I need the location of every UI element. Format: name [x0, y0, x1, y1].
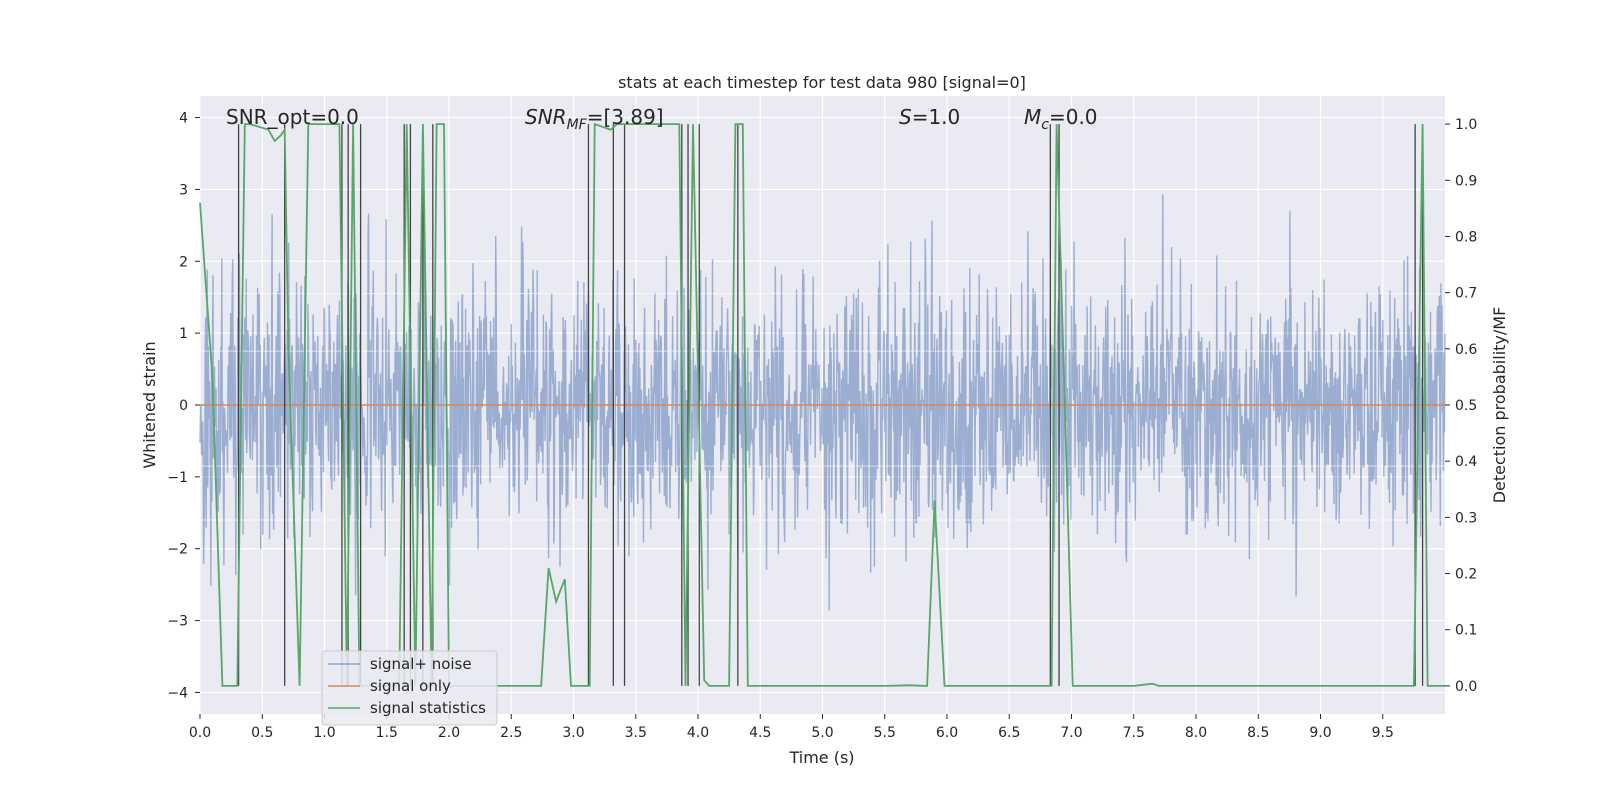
y2-tick-label: 0.9	[1455, 173, 1477, 189]
y2-tick-label: 0.3	[1455, 510, 1477, 526]
y-axis-ticks: 4 3 2 1 0 −1 −2 −3 −4	[167, 111, 200, 701]
x-tick-label: 6.5	[998, 725, 1020, 741]
y-tick-label: 1	[179, 326, 188, 342]
x-tick-label: 2.5	[500, 725, 522, 741]
annotation-snr-mf: SNRMF=[3.89]	[525, 105, 664, 133]
y2-tick-label: 0.4	[1455, 454, 1477, 470]
x-tick-label: 0.5	[251, 725, 273, 741]
y-tick-label: −2	[167, 542, 188, 558]
signal-statistics-series	[199, 122, 1445, 687]
y-tick-label: −4	[167, 685, 188, 701]
y-tick-label: −1	[167, 470, 188, 486]
x-tick-label: 5.0	[811, 725, 833, 741]
annotation-mc: Mc=0.0	[1024, 105, 1098, 133]
signal-plus-noise-line	[199, 194, 1446, 611]
chart-title: stats at each timestep for test data 980…	[618, 73, 1026, 92]
y2-tick-label: 0.2	[1455, 567, 1477, 583]
y2-axis-label: Detection probability/MF	[1490, 307, 1509, 504]
legend: signal+ noise signal only signal statist…	[321, 650, 498, 726]
signal-statistics-line	[199, 122, 1445, 687]
y2-tick-label: 0.5	[1455, 398, 1477, 414]
x-tick-label: 8.5	[1247, 725, 1269, 741]
y2-tick-label: 0.8	[1455, 229, 1477, 245]
x-tick-label: 4.0	[687, 725, 709, 741]
legend-label-signal-only: signal only	[370, 677, 451, 695]
y2-tick-label: 0.6	[1455, 342, 1477, 358]
x-tick-label: 3.5	[625, 725, 647, 741]
x-tick-label: 9.5	[1372, 725, 1394, 741]
legend-label-signal-statistics: signal statistics	[370, 699, 486, 717]
signal-plus-noise-series	[199, 194, 1446, 611]
y-tick-label: 3	[179, 182, 188, 198]
legend-box	[321, 650, 498, 726]
x-tick-label: 0.0	[189, 725, 211, 741]
x-tick-label: 4.5	[749, 725, 771, 741]
x-tick-label: 5.5	[874, 725, 896, 741]
y-tick-label: 0	[179, 398, 188, 414]
x-tick-label: 9.0	[1309, 725, 1331, 741]
annotation-snr-opt: SNR_opt=0.0	[226, 105, 359, 129]
y2-tick-label: 1.0	[1455, 117, 1477, 133]
x-axis-label: Time (s)	[788, 748, 854, 767]
y-tick-label: 4	[179, 111, 188, 127]
y-tick-label: 2	[179, 254, 188, 270]
x-tick-label: 7.5	[1123, 725, 1145, 741]
x-tick-label: 1.0	[313, 725, 335, 741]
x-tick-label: 2.0	[438, 725, 460, 741]
x-tick-label: 6.0	[936, 725, 958, 741]
x-tick-label: 8.0	[1185, 725, 1207, 741]
x-tick-label: 7.0	[1060, 725, 1082, 741]
legend-label-signal-plus-noise: signal+ noise	[370, 655, 472, 673]
y2-tick-label: 0.7	[1455, 286, 1477, 302]
y2-axis-ticks: 1.0 0.9 0.8 0.7 0.6 0.5 0.4 0.3 0.2 0.1 0.0	[1445, 117, 1477, 695]
x-axis-ticks: 0.0 0.5 1.0 1.5 2.0 2.5 3.0 3.5 4.0 4.5 5.0 5.5 6.0 6…	[189, 714, 1394, 741]
y2-tick-label: 0.0	[1455, 679, 1477, 695]
y2-tick-label: 0.1	[1455, 623, 1477, 639]
y-tick-label: −3	[167, 614, 188, 630]
x-tick-label: 1.5	[376, 725, 398, 741]
annotation-s: S=1.0	[899, 105, 960, 129]
y-axis-label: Whitened strain	[140, 341, 159, 468]
x-tick-label: 3.0	[562, 725, 584, 741]
